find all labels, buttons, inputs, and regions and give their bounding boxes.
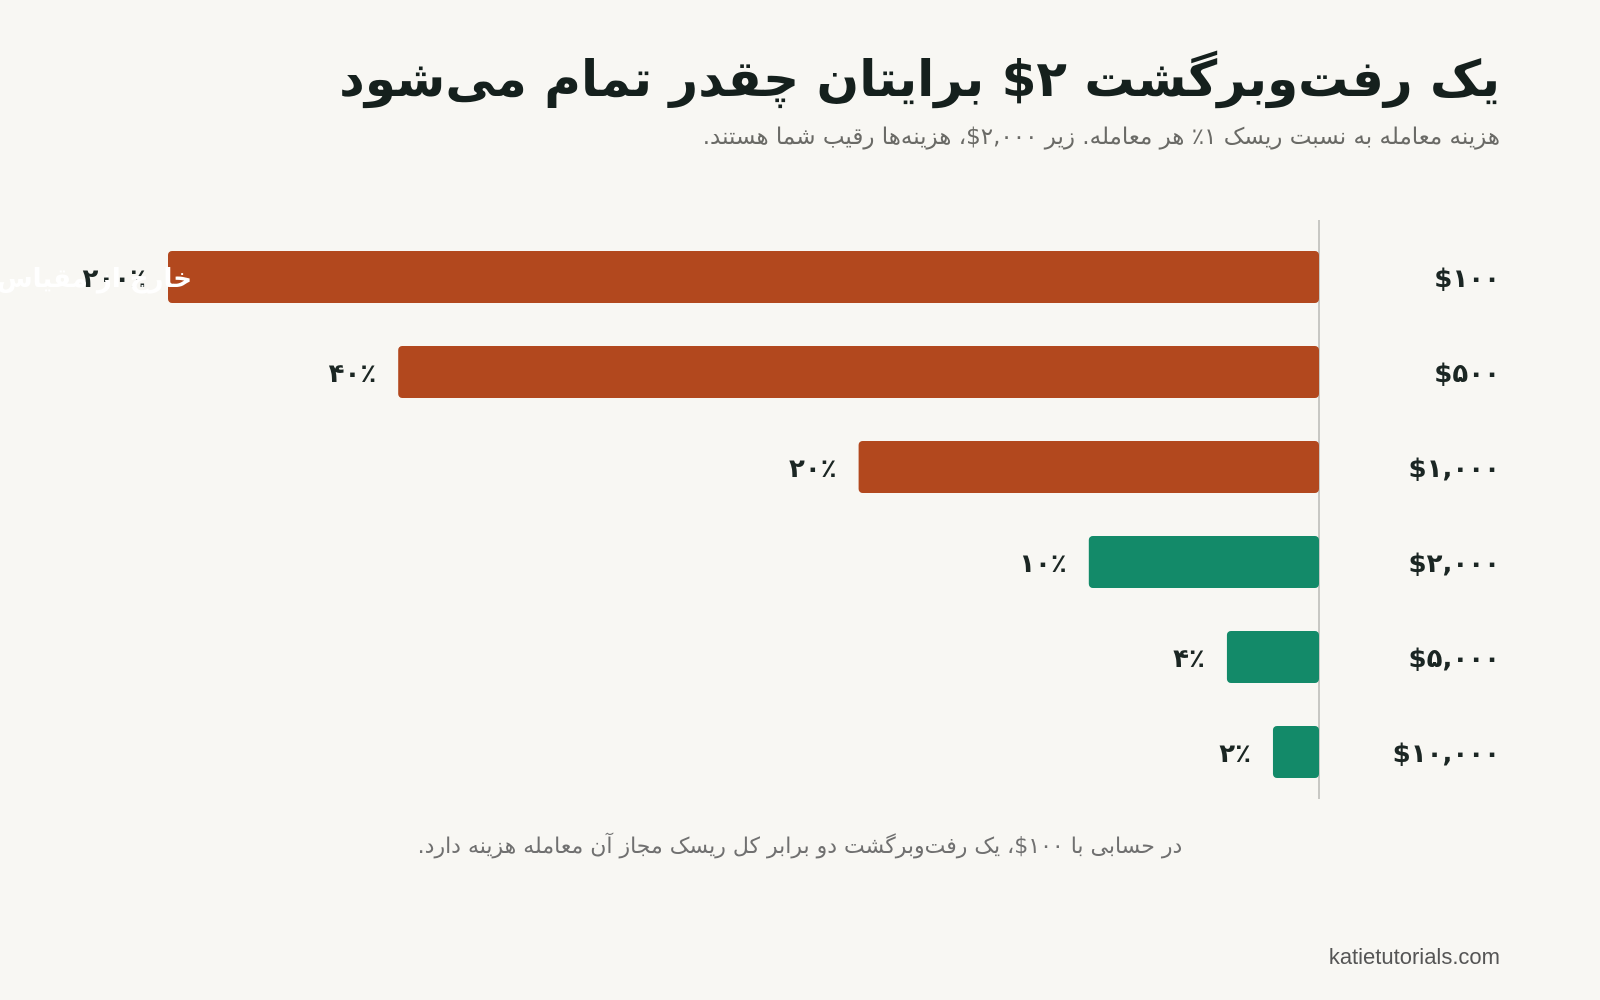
category-label: $۵۰۰ xyxy=(1434,359,1500,389)
category-label: $۱۰۰ xyxy=(1434,264,1500,294)
value-label: ۲۰٪ xyxy=(789,454,837,484)
category-label: $۱۰,۰۰۰ xyxy=(1393,739,1500,769)
chart-footnote: در حسابی با ۱۰۰$، یک رفت‌وبرگشت دو برابر… xyxy=(417,834,1183,859)
category-label: $۱,۰۰۰ xyxy=(1409,454,1500,484)
source-credit: katietutorials.com xyxy=(1328,944,1500,969)
value-label: ۴۰٪ xyxy=(329,359,377,389)
bar xyxy=(398,346,1319,398)
category-label: $۵,۰۰۰ xyxy=(1409,644,1500,674)
value-label: ۲۰۰٪ xyxy=(83,264,146,294)
bar-chart: $۱۰۰ ۲۰۰٪خارج از مقیاس $۵۰۰ ۴۰٪ $۱,۰۰۰ ۲۰٪ $۲,… xyxy=(0,220,1500,799)
category-label: $۲,۰۰۰ xyxy=(1409,549,1500,579)
value-label: ۱۰٪ xyxy=(1019,549,1067,579)
bar xyxy=(858,441,1319,493)
bar xyxy=(1088,536,1319,588)
chart-title: یک رفت‌وبرگشت ۲$ برایتان چقدر تمام می‌شو… xyxy=(339,50,1500,108)
bar xyxy=(168,251,1319,303)
value-label: ۴٪ xyxy=(1173,644,1205,674)
value-label: ۲٪ xyxy=(1219,739,1251,769)
bar xyxy=(1272,726,1319,778)
bar xyxy=(1226,631,1319,683)
chart-subtitle: هزینه معامله به نسبت ریسک ۱٪ هر معامله. … xyxy=(702,124,1500,150)
off-scale-label: خارج از مقیاس xyxy=(0,264,192,294)
